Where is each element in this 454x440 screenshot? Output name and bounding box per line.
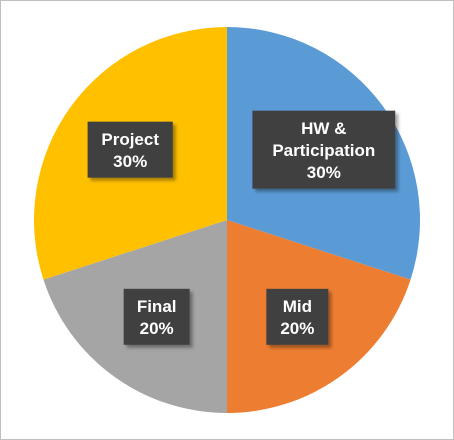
data-label-project: Project 30% (87, 121, 173, 178)
data-label-text: HW & Participation 30% (272, 119, 375, 182)
data-label-final: Final 20% (123, 288, 190, 345)
data-label-percent: 30% (113, 152, 147, 171)
data-label-percent: 20% (140, 319, 174, 338)
data-label-text: Project 30% (101, 130, 159, 171)
data-label-text: Mid 20% (280, 297, 314, 338)
data-label-percent: 20% (280, 319, 314, 338)
data-label-box (252, 110, 396, 189)
data-label-mid: Mid 20% (266, 288, 329, 345)
data-label-category: Mid (283, 297, 312, 316)
data-label-hw-participation: HW & Participation 30% (252, 110, 396, 189)
data-label-category: Participation (272, 141, 375, 160)
data-label-category: Project (101, 130, 159, 149)
data-label-text: Final 20% (137, 297, 177, 338)
data-label-box (266, 288, 329, 345)
data-label-percent: 30% (307, 163, 341, 182)
pie-data-labels: HW & Participation 30% Mid 20% Final 20% Projec… (87, 110, 396, 345)
data-label-box (87, 121, 173, 178)
data-label-category: HW & (301, 119, 346, 138)
data-label-category: Final (137, 297, 177, 316)
data-label-box (123, 288, 190, 345)
pie-slices (33, 27, 420, 413)
